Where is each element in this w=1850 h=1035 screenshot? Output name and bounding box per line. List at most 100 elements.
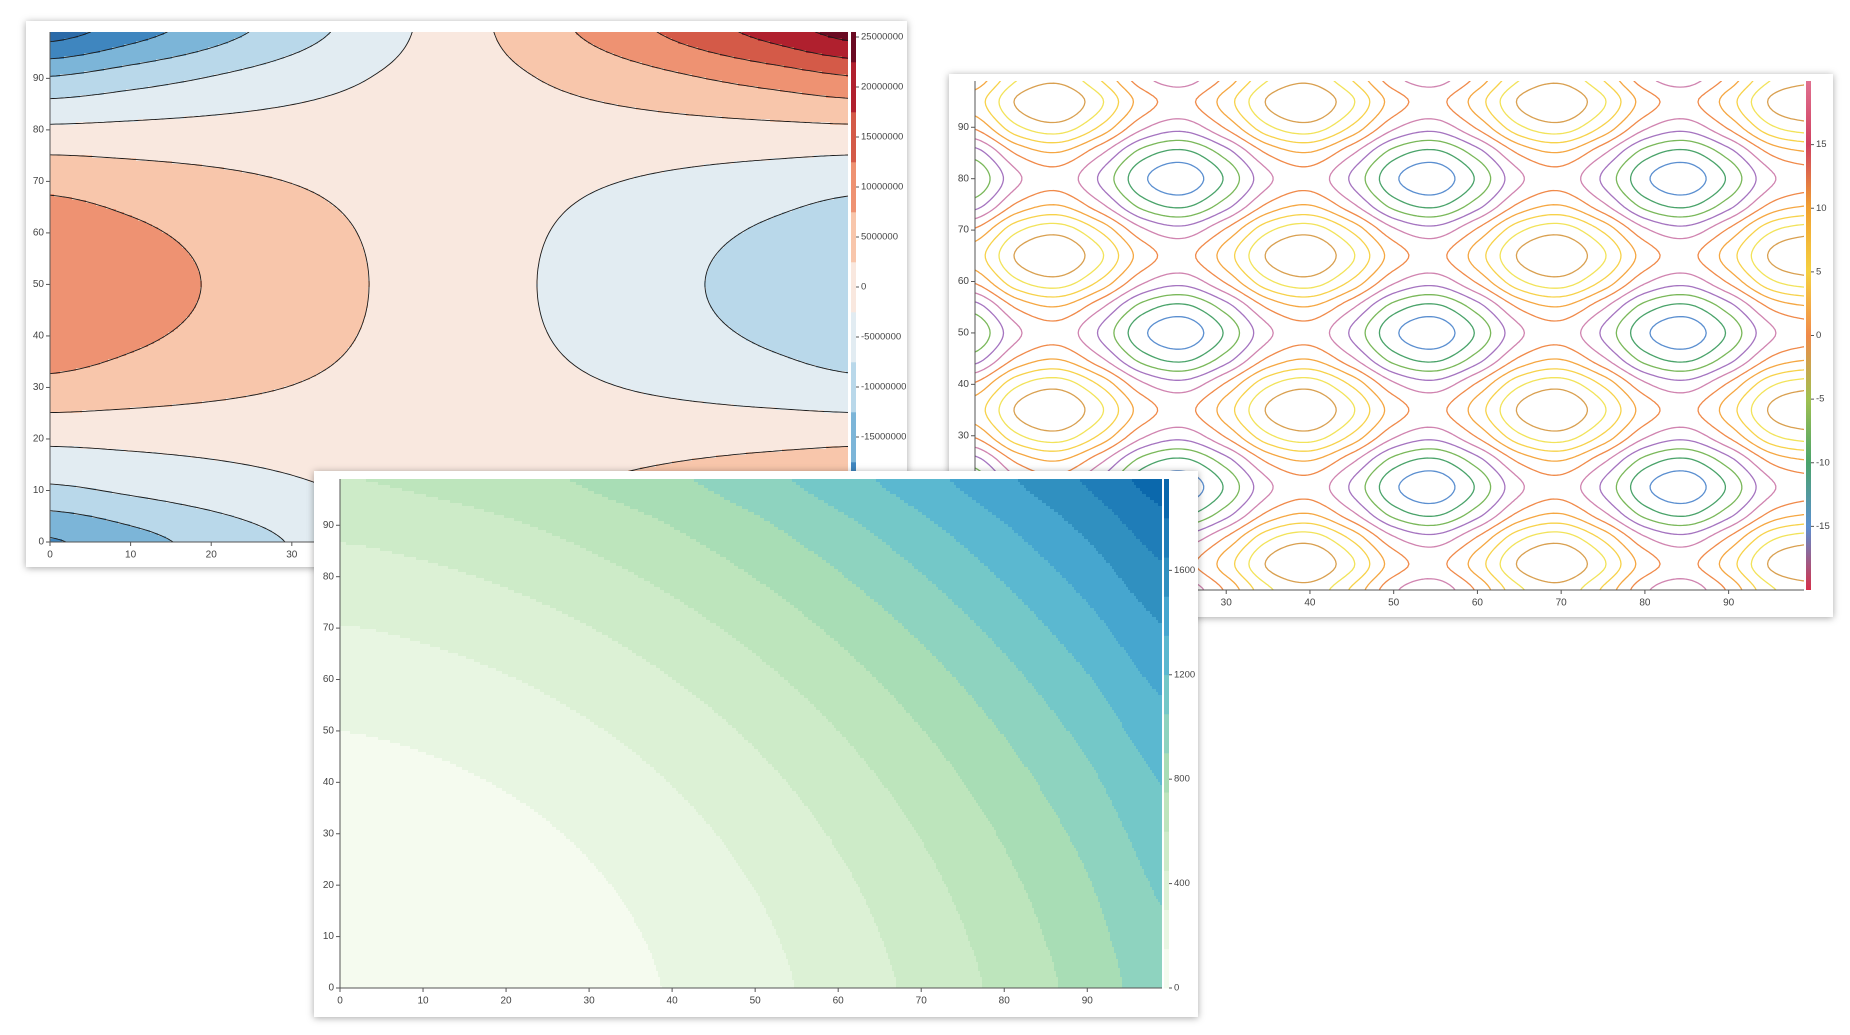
contour-band-cell: [796, 503, 829, 507]
contour-band-cell: [880, 569, 919, 573]
contour-band-cell: [1148, 548, 1162, 552]
contour-band-cell: [1128, 593, 1135, 597]
contour-band-cell: [170, 284, 203, 288]
contour-band-cell: [630, 842, 715, 846]
y-tick-label: 70: [33, 176, 45, 187]
contour-band-cell: [90, 146, 171, 150]
contour-band-cell: [50, 212, 91, 216]
contour-band-cell: [724, 629, 797, 633]
contour-band-cell: [816, 218, 848, 222]
contour-band-cell: [332, 146, 413, 150]
contour-band-cell: [796, 578, 849, 582]
contour-band-cell: [796, 791, 881, 795]
contour-band-cell: [1018, 596, 1047, 600]
contour-band-cell: [838, 509, 881, 513]
contour-band-cell: [366, 254, 413, 258]
contour-band-cell: [962, 620, 975, 624]
contour-band-cell: [512, 794, 549, 798]
contour-band-cell: [962, 851, 1007, 855]
contour-band-cell: [170, 530, 253, 534]
contour-band-cell: [50, 269, 91, 273]
contour-band-cell: [1046, 704, 1049, 708]
contour-band-cell: [382, 500, 451, 504]
contour-band-cell: [170, 476, 253, 480]
contour-band-cell: [1048, 800, 1113, 804]
contour-band-cell: [382, 662, 465, 666]
contour-band-cell: [412, 272, 495, 276]
contour-band-cell: [734, 161, 737, 165]
contour-band-cell: [494, 392, 575, 396]
contour-band-cell: [170, 257, 193, 261]
contour-band-cell: [880, 788, 889, 792]
contour-band-cell: [962, 821, 991, 825]
contour-band-cell: [816, 314, 848, 318]
contour-band-cell: [736, 233, 739, 237]
contour-band-cell: [464, 503, 549, 507]
contour-band-cell: [1154, 773, 1162, 777]
contour-band-cell: [50, 314, 91, 318]
contour-band-cell: [1118, 641, 1129, 645]
contour-band-cell: [90, 368, 171, 372]
contour-band-cell: [252, 80, 333, 84]
contour-band-cell: [1114, 569, 1129, 573]
contour-band-cell: [548, 860, 591, 864]
contour-band-cell: [752, 575, 797, 579]
contour-band-cell: [962, 752, 1017, 756]
contour-band-cell: [358, 332, 413, 336]
contour-band-cell: [796, 734, 843, 738]
contour-line: [50, 32, 848, 542]
contour-band-cell: [772, 764, 797, 768]
contour-band-cell: [1128, 713, 1162, 717]
contour-band-cell: [332, 332, 359, 336]
contour-band-cell: [50, 530, 91, 534]
contour-band-cell: [654, 122, 737, 126]
contour-band-cell: [592, 191, 655, 195]
contour-band-cell: [736, 236, 817, 240]
contour-band-cell: [586, 716, 631, 720]
contour-band-cell: [332, 404, 413, 408]
contour-band-cell: [90, 500, 167, 504]
contour-band-cell: [1046, 509, 1055, 513]
contour-band-cell: [1046, 575, 1063, 579]
contour-band-cell: [548, 539, 567, 543]
contour-band-cell: [186, 53, 253, 57]
colorbar-band: [851, 362, 856, 413]
contour-band-cell: [1128, 485, 1137, 489]
contour-band-cell: [1128, 686, 1153, 690]
contour-band-cell: [796, 644, 841, 648]
contour-band-cell: [412, 131, 495, 135]
contour-band-cell: [252, 383, 295, 387]
contour-band-cell: [1128, 638, 1162, 642]
contour-band-cell: [714, 854, 733, 858]
contour-band-cell: [736, 182, 817, 186]
contour-band-cell: [494, 65, 521, 69]
contour-band-cell: [654, 419, 737, 423]
contour-fill: [50, 32, 848, 542]
contour-band-cell: [332, 329, 361, 333]
contour-band-cell: [874, 599, 881, 603]
contour-band-cell: [878, 776, 881, 780]
contour-band-cell: [742, 32, 817, 36]
contour-band-cell: [574, 170, 655, 174]
contour-band-cell: [1046, 761, 1091, 765]
contour-band-cell: [252, 386, 285, 390]
contour-band-cell: [646, 761, 715, 765]
contour-band-cell: [736, 344, 759, 348]
contour-band-cell: [714, 737, 745, 741]
contour-band-cell: [412, 440, 495, 444]
contour-band-cell: [756, 578, 797, 582]
contour-band-cell: [698, 482, 715, 486]
contour-band-cell: [170, 122, 253, 126]
contour-band-cell: [548, 701, 561, 705]
contour-band-cell: [722, 716, 797, 720]
contour-band-cell: [494, 221, 557, 225]
contour-band-cell: [654, 359, 737, 363]
contour-band-cell: [1128, 644, 1162, 648]
contour-band-cell: [340, 683, 383, 687]
contour-band-cell: [654, 278, 707, 282]
contour-band-cell: [796, 509, 839, 513]
contour-band-cell: [664, 671, 715, 675]
contour-band-cell: [1046, 773, 1099, 777]
contour-band-cell: [880, 758, 947, 762]
contour-band-cell: [90, 104, 171, 108]
